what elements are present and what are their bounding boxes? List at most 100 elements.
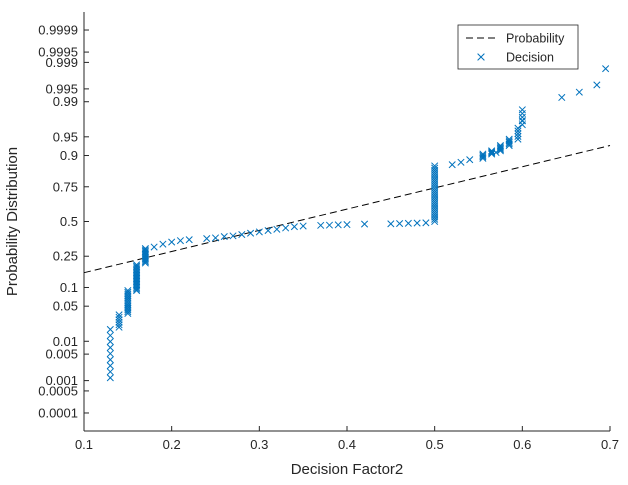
decision-marker (396, 220, 404, 228)
decision-marker (124, 302, 132, 310)
decision-marker (141, 244, 149, 253)
x-tick-label: 0.3 (250, 437, 268, 452)
legend-label-probability: Probability (506, 32, 565, 46)
decision-marker (505, 135, 513, 143)
decision-marker (496, 143, 504, 151)
decision-marker (115, 321, 123, 329)
decision-marker (185, 236, 193, 244)
decision-marker (255, 228, 263, 236)
y-tick-label: 0.99 (53, 94, 78, 109)
decision-marker (492, 148, 500, 157)
decision-marker (457, 158, 465, 166)
x-tick-label: 0.2 (163, 437, 181, 452)
decision-marker (115, 316, 123, 324)
y-tick-label: 0.5 (60, 214, 78, 229)
decision-marker (106, 356, 114, 364)
decision-marker (150, 243, 158, 251)
decision-marker (106, 337, 114, 346)
y-tick-label: 0.05 (53, 299, 78, 314)
decision-marker (514, 135, 522, 143)
decision-marker (505, 137, 513, 145)
decision-marker (106, 368, 114, 376)
decision-marker (124, 292, 132, 300)
decision-marker (505, 138, 513, 146)
decision-marker (124, 306, 132, 314)
x-tick-label: 0.4 (338, 437, 356, 452)
decision-marker (479, 151, 487, 160)
decision-marker (317, 221, 325, 229)
decision-marker (106, 325, 114, 334)
y-tick-label: 0.95 (53, 129, 78, 144)
decision-marker (282, 224, 290, 232)
y-tick-label: 0.9999 (38, 23, 78, 38)
decision-marker (211, 234, 220, 242)
decision-marker (334, 221, 342, 229)
x-tick-label: 0.5 (426, 437, 444, 452)
decision-marker (325, 221, 334, 229)
decision-marker (106, 374, 114, 382)
decision-marker (413, 219, 421, 227)
decision-marker (203, 235, 211, 243)
legend: Probability Decision (457, 24, 579, 70)
decision-marker (106, 362, 114, 370)
decision-marker (558, 93, 566, 102)
decision-marker (404, 219, 412, 227)
decision-marker (106, 350, 114, 358)
y-tick-label: 0.995 (45, 81, 78, 96)
series-layer (83, 65, 611, 382)
decision-marker (387, 220, 395, 228)
decision-marker (124, 286, 132, 295)
decision-marker (514, 130, 522, 138)
y-tick-label: 0.999 (45, 55, 78, 70)
decision-marker (273, 225, 281, 233)
decision-marker (141, 246, 149, 254)
decision-marker (124, 288, 132, 296)
decision-marker (159, 240, 167, 248)
decision-marker (593, 81, 601, 89)
decision-marker (124, 297, 132, 305)
decision-marker (115, 313, 123, 321)
decision-marker (247, 229, 255, 237)
x-axis-label: Decision Factor2 (291, 461, 404, 478)
decision-marker (124, 301, 132, 309)
decision-marker (602, 65, 610, 73)
decision-marker (124, 309, 132, 318)
legend-label-decision: Decision (506, 51, 554, 65)
y-tick-label: 0.75 (53, 179, 78, 194)
decision-marker (518, 109, 526, 118)
decision-marker (299, 222, 307, 230)
x-tick-label: 0.6 (513, 437, 531, 452)
decision-marker (133, 262, 141, 270)
y-tick-label: 0.9 (60, 148, 78, 163)
decision-marker (290, 223, 298, 231)
decision-marker (124, 299, 132, 307)
decision-marker (514, 124, 522, 132)
decision-marker (115, 311, 123, 319)
decision-marker (124, 304, 132, 312)
decision-marker (115, 323, 123, 331)
decision-marker (514, 127, 522, 135)
y-tick-label: 0.9995 (38, 45, 78, 60)
y-tick-label: 0.001 (45, 373, 78, 388)
decision-marker (343, 221, 351, 229)
decision-marker (488, 150, 496, 158)
decision-marker (518, 106, 526, 114)
decision-marker (360, 220, 369, 228)
decision-marker (133, 261, 141, 269)
decision-marker (124, 308, 132, 316)
decision-marker (479, 150, 487, 158)
decision-marker (431, 162, 439, 170)
x-tick-label: 0.7 (601, 437, 619, 452)
decision-marker (518, 113, 526, 121)
legend-marker-swatch (477, 53, 485, 61)
y-tick-label: 0.005 (45, 347, 78, 362)
decision-marker (106, 331, 114, 340)
plot-axes (83, 12, 610, 432)
y-tick-label: 0.25 (53, 249, 78, 264)
decision-marker (141, 247, 149, 255)
decision-marker (514, 132, 522, 141)
decision-marker (176, 237, 184, 245)
decision-marker (575, 88, 583, 96)
